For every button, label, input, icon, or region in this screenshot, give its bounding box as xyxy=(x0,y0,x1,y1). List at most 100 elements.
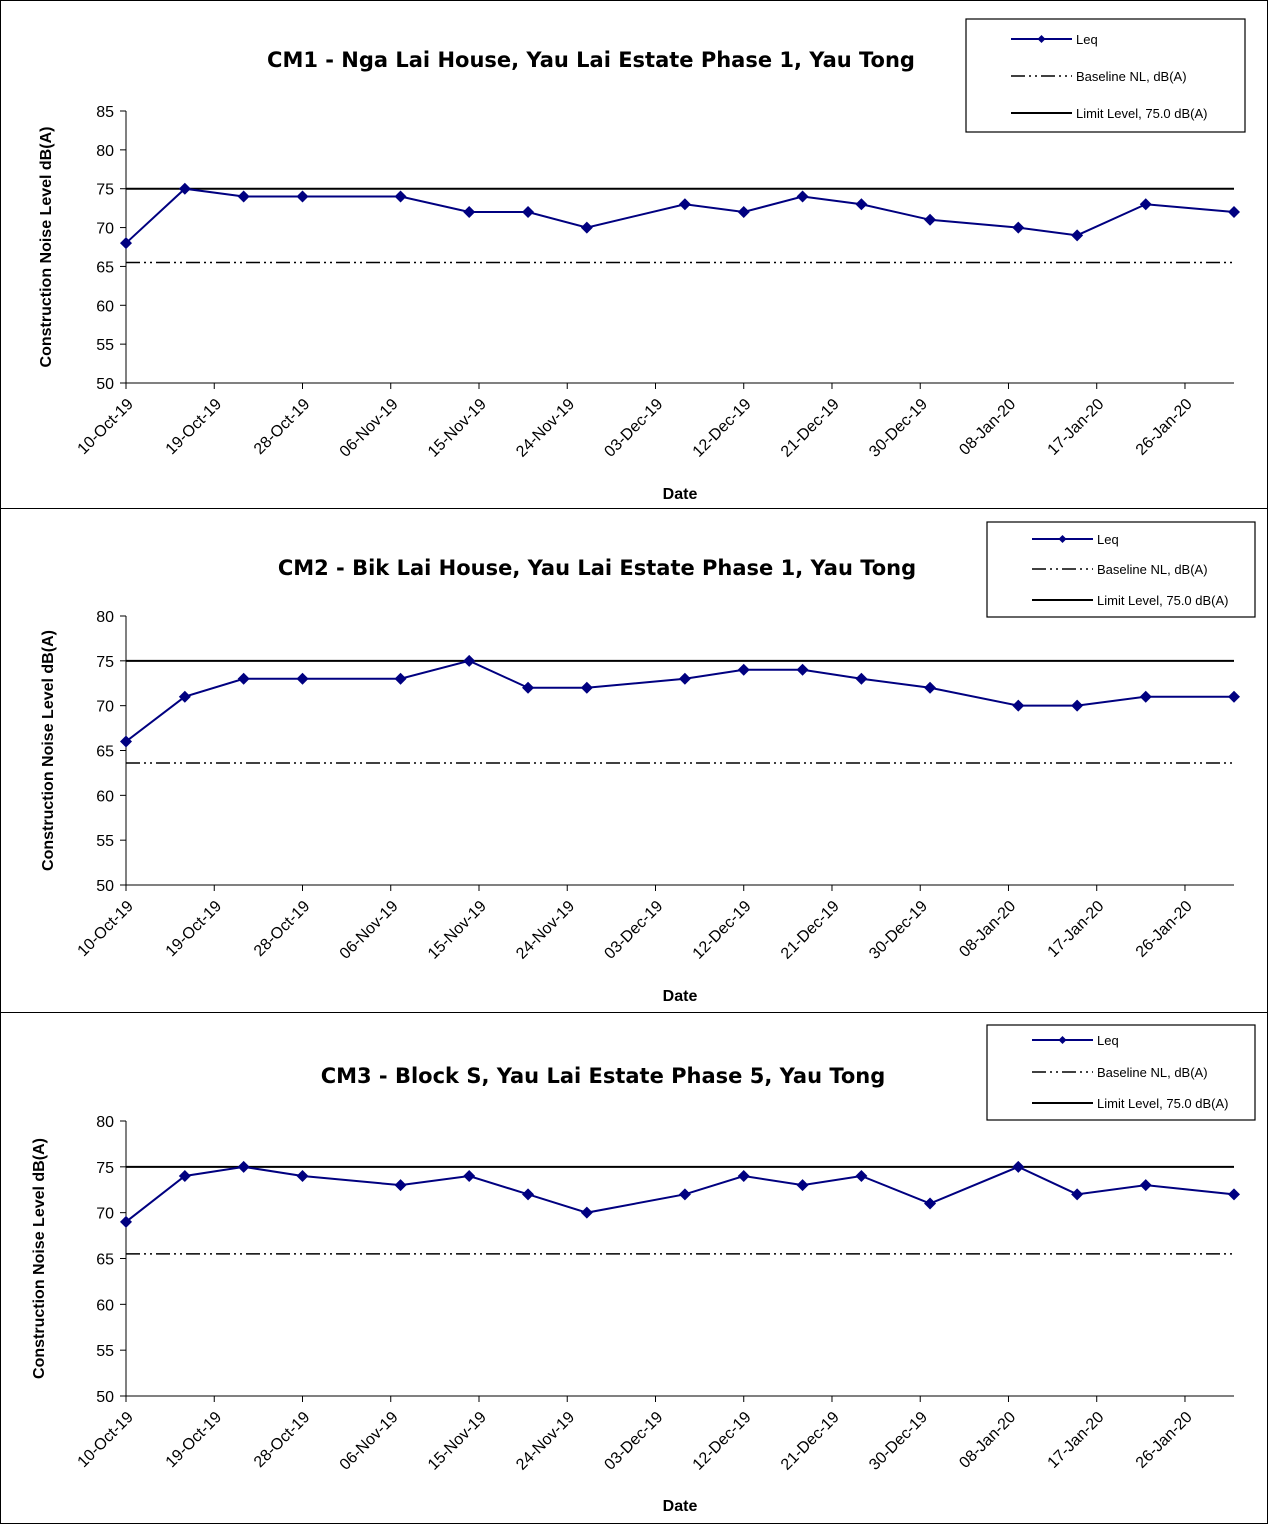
leq-data-point xyxy=(855,1170,868,1182)
leq-data-point xyxy=(1012,699,1025,712)
leq-data-point xyxy=(237,1160,250,1173)
y-tick-label: 80 xyxy=(96,143,114,160)
x-tick-label: 28-Oct-19 xyxy=(251,898,313,960)
y-tick-label: 60 xyxy=(96,788,114,805)
leq-data-point xyxy=(120,237,132,250)
legend-label: Leq xyxy=(1097,532,1119,547)
leq-data-point xyxy=(1071,1188,1084,1201)
x-tick-label: 12-Dec-19 xyxy=(690,1409,755,1474)
y-tick-label: 75 xyxy=(96,182,114,199)
x-axis-label: Date xyxy=(663,1498,698,1515)
x-tick-label: 15-Nov-19 xyxy=(425,396,490,461)
chart-panel-cm2: CM2 - Bik Lai House, Yau Lai Estate Phas… xyxy=(0,508,1268,1013)
x-tick-label: 17-Jan-20 xyxy=(1045,396,1108,459)
x-tick-label: 10-Oct-19 xyxy=(75,1409,137,1471)
chart-title: CM3 - Block S, Yau Lai Estate Phase 5, Y… xyxy=(321,1064,886,1088)
leq-data-point xyxy=(296,1170,309,1182)
leq-data-point xyxy=(678,1188,691,1201)
legend-label: Baseline NL, dB(A) xyxy=(1097,1065,1208,1080)
leq-data-point xyxy=(1012,1160,1025,1173)
legend-box xyxy=(986,1024,1256,1121)
leq-data-point xyxy=(237,190,250,203)
leq-data-point xyxy=(924,1197,937,1210)
x-tick-label: 24-Nov-19 xyxy=(513,396,578,461)
y-tick-label: 80 xyxy=(96,609,114,626)
y-tick-label: 70 xyxy=(96,1206,114,1223)
y-tick-label: 75 xyxy=(96,1160,114,1177)
x-axis-label: Date xyxy=(663,988,698,1005)
x-tick-label: 10-Oct-19 xyxy=(75,898,137,960)
leq-data-point xyxy=(796,1179,809,1192)
x-tick-label: 26-Jan-20 xyxy=(1133,898,1196,961)
leq-data-point xyxy=(1071,229,1084,242)
y-tick-label: 65 xyxy=(96,1252,114,1269)
leq-data-point xyxy=(394,672,407,685)
x-tick-label: 08-Jan-20 xyxy=(956,898,1019,961)
leq-data-point xyxy=(296,190,309,203)
y-tick-label: 55 xyxy=(96,337,114,354)
leq-data-point xyxy=(737,1170,750,1182)
x-tick-label: 17-Jan-20 xyxy=(1045,1409,1108,1472)
y-tick-label: 55 xyxy=(96,1343,114,1360)
x-tick-label: 28-Oct-19 xyxy=(251,396,313,458)
leq-data-point xyxy=(580,221,593,234)
legend-label: Limit Level, 75.0 dB(A) xyxy=(1076,106,1208,121)
x-tick-label: 19-Oct-19 xyxy=(163,396,225,458)
leq-data-point xyxy=(463,1170,476,1182)
x-tick-label: 06-Nov-19 xyxy=(337,396,402,461)
leq-data-point xyxy=(1012,221,1025,234)
leq-data-point xyxy=(796,663,809,676)
y-tick-label: 85 xyxy=(96,104,114,121)
legend-label: Limit Level, 75.0 dB(A) xyxy=(1097,1096,1229,1111)
x-tick-label: 10-Oct-19 xyxy=(75,396,137,458)
leq-data-point xyxy=(1228,206,1240,219)
x-tick-label: 08-Jan-20 xyxy=(956,1409,1019,1472)
leq-data-point xyxy=(522,681,535,694)
leq-data-point xyxy=(580,681,593,694)
legend-marker-leq xyxy=(1037,35,1046,43)
leq-data-point xyxy=(1139,1179,1152,1192)
y-tick-label: 55 xyxy=(96,833,114,850)
x-tick-label: 30-Dec-19 xyxy=(866,396,931,461)
y-axis-label: Construction Noise Level dB(A) xyxy=(31,1138,48,1379)
x-tick-label: 24-Nov-19 xyxy=(513,898,578,963)
legend-label: Baseline NL, dB(A) xyxy=(1076,69,1187,84)
x-tick-label: 15-Nov-19 xyxy=(425,898,490,963)
chart-title: CM2 - Bik Lai House, Yau Lai Estate Phas… xyxy=(278,556,916,580)
chart-cm2: CM2 - Bik Lai House, Yau Lai Estate Phas… xyxy=(40,521,1256,1005)
legend-label: Leq xyxy=(1076,32,1098,47)
x-tick-label: 28-Oct-19 xyxy=(251,1409,313,1471)
leq-data-point xyxy=(580,1206,593,1219)
chart-panel-cm1: CM1 - Nga Lai House, Yau Lai Estate Phas… xyxy=(0,0,1268,509)
x-tick-label: 24-Nov-19 xyxy=(513,1409,578,1474)
leq-data-point xyxy=(237,672,250,685)
y-tick-label: 70 xyxy=(96,221,114,238)
x-tick-label: 06-Nov-19 xyxy=(337,898,402,963)
leq-data-point xyxy=(1139,690,1152,703)
x-tick-label: 30-Dec-19 xyxy=(866,898,931,963)
leq-data-point xyxy=(855,672,868,685)
x-axis-label: Date xyxy=(663,486,698,503)
x-tick-label: 21-Dec-19 xyxy=(778,1409,843,1474)
leq-data-point xyxy=(1228,690,1240,703)
leq-data-point xyxy=(178,690,191,703)
leq-data-point xyxy=(178,182,191,195)
legend-label: Limit Level, 75.0 dB(A) xyxy=(1097,593,1229,608)
legend-box xyxy=(986,521,1256,618)
leq-series-line xyxy=(125,187,1235,244)
legend-label: Baseline NL, dB(A) xyxy=(1097,562,1208,577)
x-tick-label: 17-Jan-20 xyxy=(1045,898,1108,961)
y-tick-label: 65 xyxy=(96,744,114,761)
leq-data-point xyxy=(678,198,691,211)
y-axis-label: Construction Noise Level dB(A) xyxy=(40,630,57,871)
leq-data-point xyxy=(463,206,476,219)
x-tick-label: 03-Dec-19 xyxy=(601,1409,666,1474)
leq-data-point xyxy=(737,663,750,676)
x-tick-label: 21-Dec-19 xyxy=(778,898,843,963)
leq-data-point xyxy=(120,735,132,748)
leq-series-line xyxy=(125,659,1234,743)
y-tick-label: 50 xyxy=(96,878,114,895)
x-tick-label: 12-Dec-19 xyxy=(690,396,755,461)
leq-data-point xyxy=(178,1170,191,1182)
y-tick-label: 50 xyxy=(96,1389,114,1406)
